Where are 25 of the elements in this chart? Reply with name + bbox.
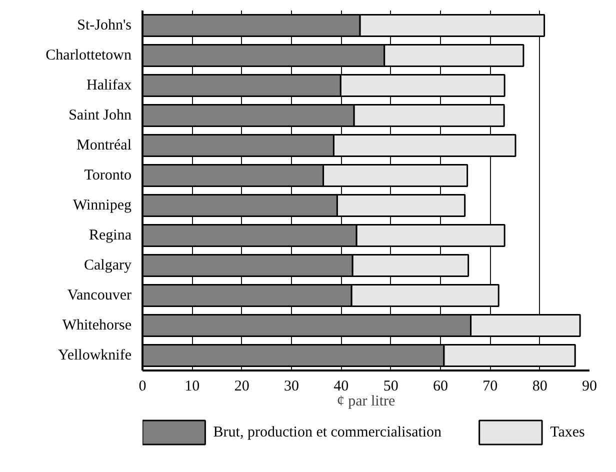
y-tick-label: Whitehorse xyxy=(62,318,132,334)
y-tick-label: Vancouver xyxy=(67,288,132,304)
y-tick-label: Winnipeg xyxy=(72,198,132,214)
x-tick-label: 0 xyxy=(138,378,146,394)
x-tick-label: 80 xyxy=(532,378,548,394)
x-tick-label: 70 xyxy=(482,378,498,394)
x-tick-label: 10 xyxy=(184,378,200,394)
y-tick-label: Saint John xyxy=(68,108,132,124)
x-tick-label: 20 xyxy=(234,378,250,394)
x-tick-label: 30 xyxy=(284,378,299,394)
y-tick-label: Regina xyxy=(89,228,132,244)
x-tick-label: 40 xyxy=(334,378,349,394)
y-tick-label: Halifax xyxy=(86,78,132,94)
x-tick-label: 50 xyxy=(383,378,398,394)
y-tick-label: Charlottetown xyxy=(46,48,132,64)
x-tick-label: 90 xyxy=(582,378,597,394)
y-tick-label: Calgary xyxy=(84,258,132,274)
y-tick-label: Toronto xyxy=(84,168,132,184)
y-tick-label: St-John's xyxy=(77,18,132,34)
x-axis-title: ¢ par litre xyxy=(336,394,396,410)
x-tick-label: 60 xyxy=(433,378,448,394)
y-tick-label: Yellowknife xyxy=(58,348,132,364)
legend-label: Brut, production et commercialisation xyxy=(213,424,442,440)
legend-label: Taxes xyxy=(550,424,586,440)
y-tick-label: Montréal xyxy=(76,138,132,154)
